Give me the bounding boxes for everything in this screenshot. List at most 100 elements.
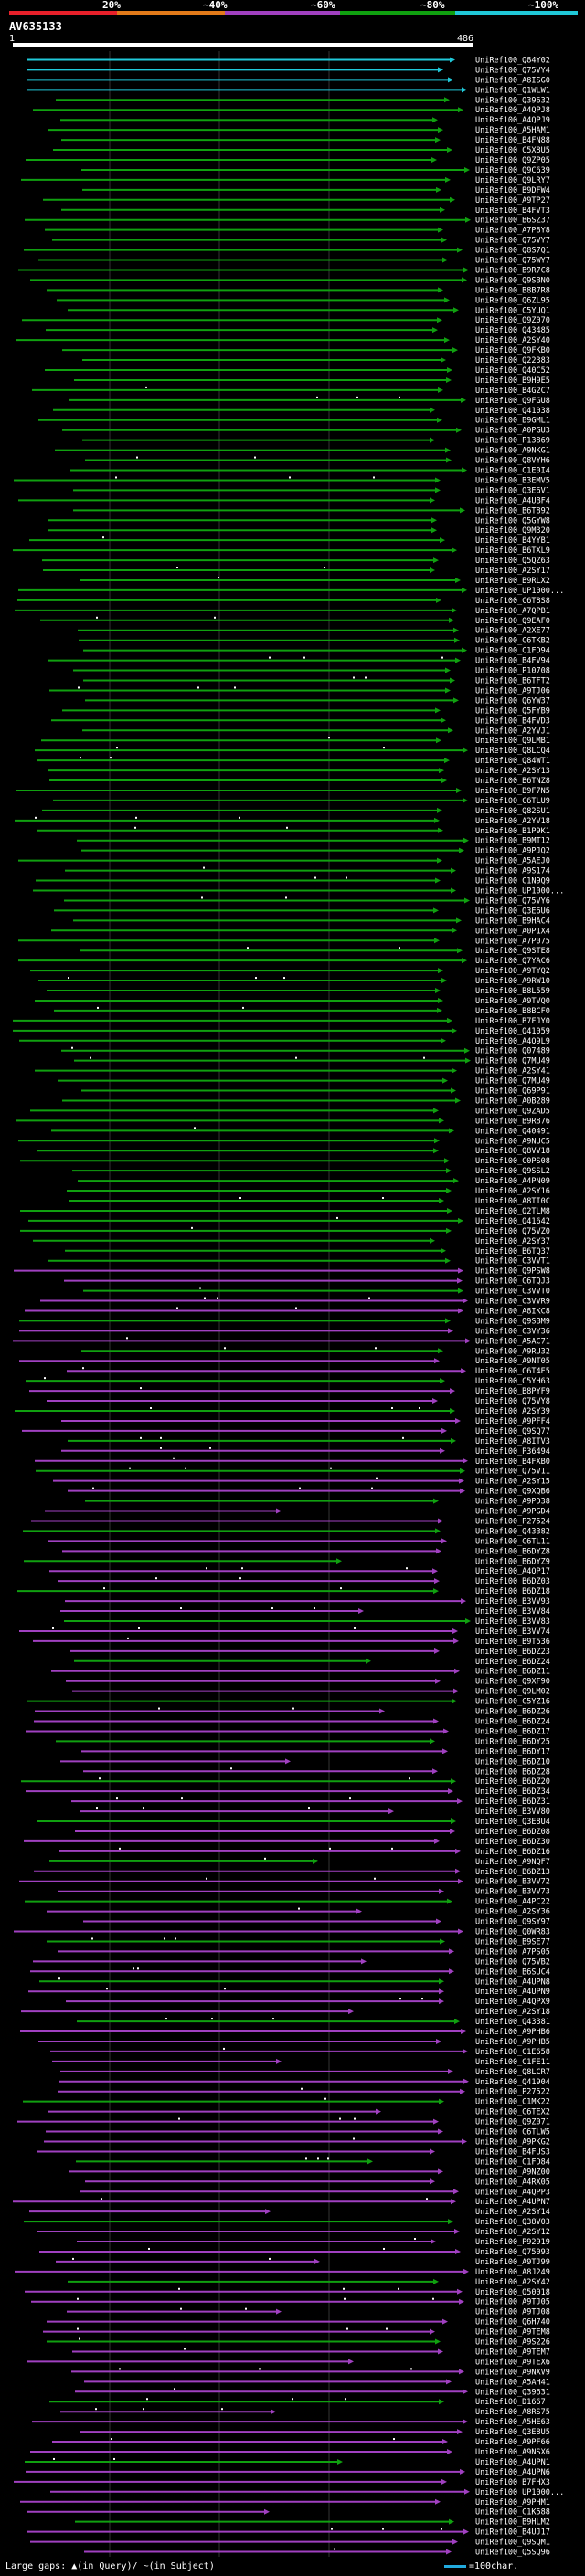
hit-label[interactable]: UniRef100_B4YYB1 <box>475 536 550 546</box>
hit-label[interactable]: UniRef100_B7FHX3 <box>475 2478 550 2487</box>
hit-label[interactable]: UniRef100_B3VV80 <box>475 1807 550 1817</box>
hit-label[interactable]: UniRef100_C1FE11 <box>475 2058 550 2067</box>
hit-label[interactable]: UniRef100_A7P8Y8 <box>475 227 550 236</box>
hit-label[interactable]: UniRef100_B6DZ17 <box>475 1727 550 1736</box>
hit-label[interactable]: UniRef100_A4UPN6 <box>475 2468 550 2477</box>
hit-label[interactable]: UniRef100_A4QPP3 <box>475 2188 550 2197</box>
hit-label[interactable]: UniRef100_Q9STE8 <box>475 947 550 956</box>
hit-label[interactable]: UniRef100_Q75WY7 <box>475 257 550 266</box>
hit-label[interactable]: UniRef100_Q3E6U6 <box>475 906 550 916</box>
hit-label[interactable]: UniRef100_A5AH41 <box>475 2378 550 2387</box>
hit-label[interactable]: UniRef100_C6TKB2 <box>475 637 550 646</box>
hit-label[interactable]: UniRef100_UP1000... <box>475 587 564 596</box>
hit-label[interactable]: UniRef100_Q9Z071 <box>475 2118 550 2127</box>
hit-label[interactable]: UniRef100_Q5SQ96 <box>475 2549 550 2558</box>
hit-label[interactable]: UniRef100_B3VV73 <box>475 1888 550 1897</box>
hit-label[interactable]: UniRef100_B9RLX2 <box>475 577 550 586</box>
hit-label[interactable]: UniRef100_Q75VY4 <box>475 66 550 75</box>
hit-label[interactable]: UniRef100_Q9Z070 <box>475 316 550 325</box>
hit-label[interactable]: UniRef100_B9MT12 <box>475 837 550 846</box>
hit-label[interactable]: UniRef100_Q75093 <box>475 2248 550 2257</box>
hit-label[interactable]: UniRef100_A9NZ00 <box>475 2168 550 2177</box>
hit-label[interactable]: UniRef100_Q38V03 <box>475 2218 550 2227</box>
hit-label[interactable]: UniRef100_B6DZ10 <box>475 1757 550 1766</box>
hit-label[interactable]: UniRef100_C5X8U5 <box>475 146 550 155</box>
hit-label[interactable]: UniRef100_Q9XF90 <box>475 1678 550 1687</box>
hit-label[interactable]: UniRef100_B4FN88 <box>475 136 550 145</box>
hit-label[interactable]: UniRef100_B6DZ18 <box>475 1587 550 1596</box>
hit-label[interactable]: UniRef100_UP1000... <box>475 2488 564 2497</box>
hit-label[interactable]: UniRef100_A9PKG2 <box>475 2137 550 2147</box>
hit-label[interactable]: UniRef100_Q8S7Q1 <box>475 247 550 256</box>
hit-label[interactable]: UniRef100_B6TNZ8 <box>475 777 550 786</box>
hit-label[interactable]: UniRef100_C0PS08 <box>475 1157 550 1166</box>
hit-label[interactable]: UniRef100_B6DZ24 <box>475 1658 550 1667</box>
hit-label[interactable]: UniRef100_B8BCF0 <box>475 1007 550 1016</box>
hit-label[interactable]: UniRef100_Q5QZ63 <box>475 557 550 566</box>
hit-label[interactable]: UniRef100_Q8LCR7 <box>475 2068 550 2077</box>
hit-label[interactable]: UniRef100_Q3E6V1 <box>475 486 550 495</box>
hit-label[interactable]: UniRef100_B6DZ24 <box>475 1718 550 1727</box>
hit-label[interactable]: UniRef100_A4QPJ9 <box>475 116 550 125</box>
hit-label[interactable]: UniRef100_B3VV72 <box>475 1878 550 1887</box>
hit-label[interactable]: UniRef100_B6DYZ9 <box>475 1557 550 1566</box>
hit-label[interactable]: UniRef100_A9TEX6 <box>475 2358 550 2367</box>
hit-label[interactable]: UniRef100_A9TEM8 <box>475 2328 550 2337</box>
hit-label[interactable]: UniRef100_A9PGD4 <box>475 1508 550 1517</box>
hit-label[interactable]: UniRef100_A8RS75 <box>475 2408 550 2417</box>
hit-label[interactable]: UniRef100_B6DY17 <box>475 1747 550 1756</box>
hit-label[interactable]: UniRef100_Q39632 <box>475 96 550 105</box>
hit-label[interactable]: UniRef100_Q5FYB9 <box>475 706 550 716</box>
hit-label[interactable]: UniRef100_Q9FGU8 <box>475 397 550 406</box>
hit-label[interactable]: UniRef100_Q7MU49 <box>475 1057 550 1066</box>
hit-label[interactable]: UniRef100_P36494 <box>475 1447 550 1457</box>
hit-label[interactable]: UniRef100_C6TQJ3 <box>475 1277 550 1287</box>
hit-label[interactable]: UniRef100_C6T8S8 <box>475 597 550 606</box>
hit-label[interactable]: UniRef100_B6DZ08 <box>475 1828 550 1837</box>
hit-label[interactable]: UniRef100_A2YV18 <box>475 817 550 826</box>
hit-label[interactable]: UniRef100_Q0WR83 <box>475 1928 550 1937</box>
hit-label[interactable]: UniRef100_C6TLW5 <box>475 2128 550 2137</box>
hit-label[interactable]: UniRef100_A9TJ06 <box>475 686 550 695</box>
hit-label[interactable]: UniRef100_A4PN09 <box>475 1177 550 1186</box>
hit-label[interactable]: UniRef100_C5YH63 <box>475 1377 550 1386</box>
hit-label[interactable]: UniRef100_C3VY36 <box>475 1327 550 1336</box>
hit-label[interactable]: UniRef100_B3VV84 <box>475 1607 550 1617</box>
hit-label[interactable]: UniRef100_A2SY17 <box>475 567 550 576</box>
hit-label[interactable]: UniRef100_Q9LMB1 <box>475 737 550 746</box>
hit-label[interactable]: UniRef100_B6DZ13 <box>475 1868 550 1877</box>
hit-label[interactable]: UniRef100_A2SY40 <box>475 336 550 345</box>
hit-label[interactable]: UniRef100_B9HLM2 <box>475 2518 550 2528</box>
hit-label[interactable]: UniRef100_A9PHB5 <box>475 2038 550 2047</box>
hit-label[interactable]: UniRef100_B6DZ16 <box>475 1848 550 1857</box>
hit-label[interactable]: UniRef100_Q7YAC6 <box>475 957 550 966</box>
hit-label[interactable]: UniRef100_Q9XQB6 <box>475 1488 550 1497</box>
hit-label[interactable]: UniRef100_A8TI0C <box>475 1197 550 1206</box>
hit-label[interactable]: UniRef100_B9H9E5 <box>475 376 550 386</box>
hit-label[interactable]: UniRef100_B6DZ26 <box>475 1708 550 1717</box>
hit-label[interactable]: UniRef100_A5HAM1 <box>475 126 550 135</box>
hit-label[interactable]: UniRef100_Q9SQ77 <box>475 1427 550 1436</box>
hit-label[interactable]: UniRef100_Q9C639 <box>475 166 550 175</box>
hit-label[interactable]: UniRef100_B9DFW4 <box>475 186 550 196</box>
hit-label[interactable]: UniRef100_Q9M320 <box>475 526 550 535</box>
hit-label[interactable]: UniRef100_Q6H740 <box>475 2318 550 2327</box>
hit-label[interactable]: UniRef100_B6DZ11 <box>475 1668 550 1677</box>
hit-label[interactable]: UniRef100_B9SE77 <box>475 1937 550 1946</box>
hit-label[interactable]: UniRef100_A9RW10 <box>475 977 550 986</box>
hit-label[interactable]: UniRef100_A0B289 <box>475 1097 550 1106</box>
hit-label[interactable]: UniRef100_Q9PSW8 <box>475 1267 550 1277</box>
hit-label[interactable]: UniRef100_B4FUS3 <box>475 2147 550 2157</box>
hit-label[interactable]: UniRef100_C3VVT1 <box>475 1257 550 1267</box>
hit-label[interactable]: UniRef100_Q2TLM8 <box>475 1207 550 1216</box>
hit-label[interactable]: UniRef100_A4Q9L9 <box>475 1037 550 1046</box>
hit-label[interactable]: UniRef100_A5AC71 <box>475 1337 550 1346</box>
hit-label[interactable]: UniRef100_A9TVQ0 <box>475 997 550 1006</box>
hit-label[interactable]: UniRef100_Q9SY97 <box>475 1918 550 1927</box>
hit-label[interactable]: UniRef100_B6T892 <box>475 506 550 515</box>
hit-label[interactable]: UniRef100_B6DYZ8 <box>475 1547 550 1556</box>
hit-label[interactable]: UniRef100_A9RU32 <box>475 1347 550 1356</box>
hit-label[interactable]: UniRef100_P13869 <box>475 437 550 446</box>
hit-label[interactable]: UniRef100_P27524 <box>475 1517 550 1526</box>
hit-label[interactable]: UniRef100_B6DZ20 <box>475 1777 550 1786</box>
